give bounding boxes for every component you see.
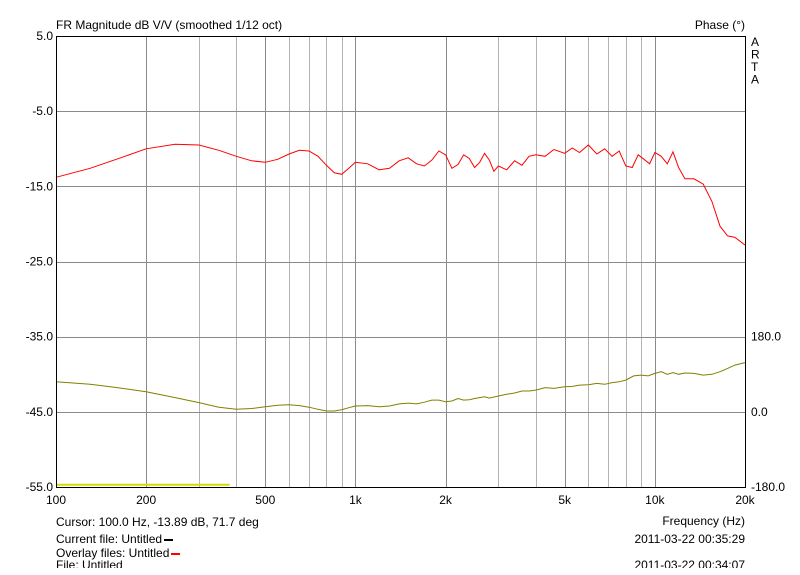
- arta-letter: A: [751, 73, 759, 87]
- phase-tick-label: -180.0: [751, 480, 785, 494]
- x-tick-label: 1k: [349, 493, 363, 507]
- x-tick-label: 500: [255, 493, 275, 507]
- grid: [56, 36, 745, 487]
- y-tick-label: -5.0: [32, 104, 53, 118]
- overlay-file-date: 2011-03-22 00:34:07: [634, 560, 745, 568]
- current-file-legend-swatch: [164, 538, 174, 541]
- x-tick-label: 2k: [439, 493, 453, 507]
- phase-axis-title: Phase (°): [695, 18, 745, 32]
- current-file-label: Current file: Untitled: [56, 532, 163, 546]
- phase-tick-label: 180.0: [751, 330, 781, 344]
- magnitude-series-line: [55, 143, 746, 246]
- x-tick-label: 20k: [735, 493, 755, 507]
- plot-frame: [56, 36, 746, 488]
- y-tick-label: -35.0: [26, 330, 54, 344]
- x-tick-label: 5k: [558, 493, 572, 507]
- phase-series-line: [55, 362, 746, 412]
- current-file: Current file: Untitled: [56, 532, 174, 546]
- current-file-date: 2011-03-22 00:35:29: [634, 532, 745, 546]
- file-label: File: Untitled: [56, 560, 123, 568]
- overlay-files-label: Overlay files: Untitled: [56, 546, 170, 560]
- y-tick-label: -45.0: [26, 405, 54, 419]
- y-tick-label: -55.0: [26, 480, 54, 494]
- x-tick-label: 200: [136, 493, 156, 507]
- arta-letter: A: [751, 35, 759, 49]
- cursor-readout: Cursor: 100.0 Hz, -13.89 dB, 71.7 deg: [56, 515, 259, 529]
- x-axis-title: Frequency (Hz): [662, 514, 745, 528]
- arta-letter: R: [751, 48, 760, 62]
- chart-title: FR Magnitude dB V/V (smoothed 1/12 oct): [56, 18, 282, 32]
- overlay-files: Overlay files: Untitled: [56, 546, 181, 560]
- arta-letter: T: [751, 60, 759, 74]
- y-tick-label: -25.0: [26, 255, 54, 269]
- x-tick-label: 100: [46, 493, 66, 507]
- y-tick-label: -15.0: [26, 179, 54, 193]
- y-tick-label: 5.0: [36, 29, 53, 43]
- plot-series: [55, 143, 746, 486]
- phase-tick-label: 0.0: [751, 405, 768, 419]
- x-tick-label: 10k: [645, 493, 665, 507]
- overlay-legend-swatch: [171, 552, 181, 555]
- axis-labels: 100 200 500 1k 2k 5k 10k 20k 5.0 -5.0 -15.0 -25.0 -3…: [26, 29, 786, 507]
